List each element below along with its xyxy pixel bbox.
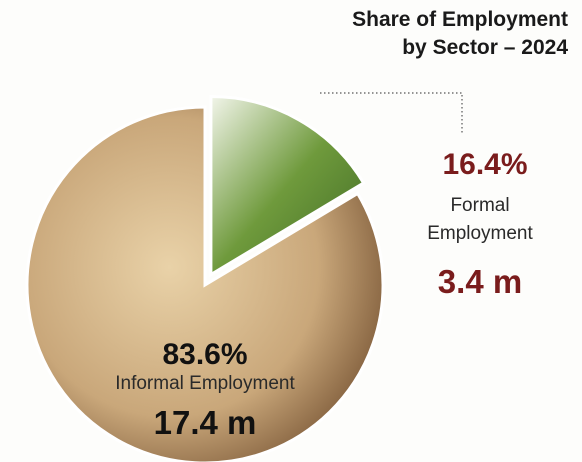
category-label: Informal Employment — [115, 373, 295, 394]
pie-slice — [209, 95, 366, 278]
count-label: 3.4 m — [437, 263, 523, 300]
chart-title: by Sector – 2024 — [402, 36, 568, 59]
value-label: 16.4% — [442, 148, 528, 181]
value-label: 83.6% — [162, 338, 248, 371]
leader-line — [320, 92, 463, 135]
count-label: 17.4 m — [153, 404, 257, 441]
category-label: Formal Employment — [427, 195, 533, 244]
pie-slice — [25, 105, 385, 462]
chart-title: Share of Employment — [352, 8, 568, 31]
